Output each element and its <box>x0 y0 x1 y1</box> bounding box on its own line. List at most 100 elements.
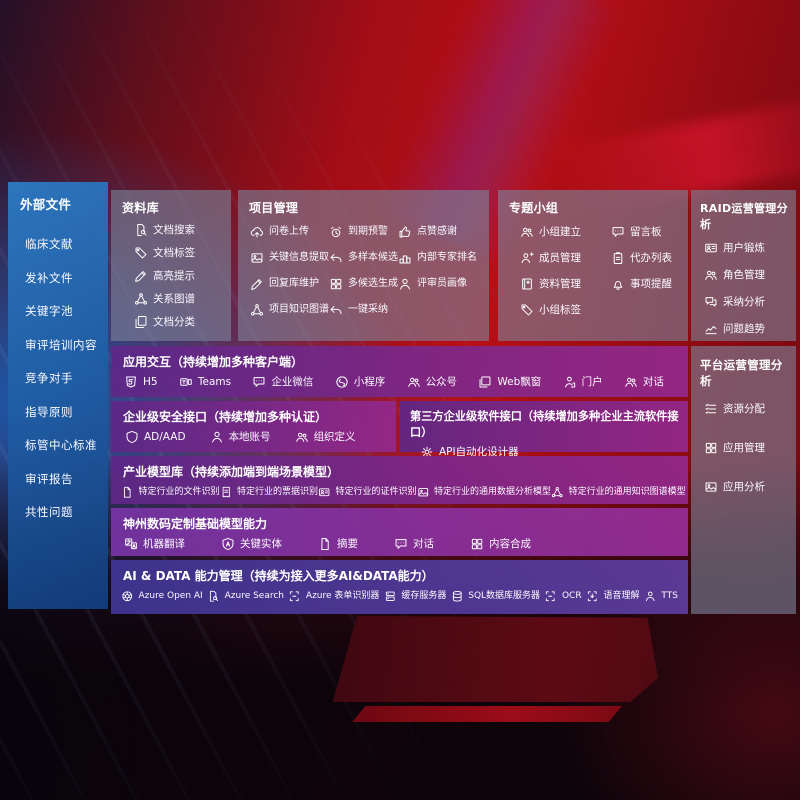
row-title: 神州数码定制基础模型能力 <box>123 517 268 531</box>
feature-label: 点赞感谢 <box>417 226 457 237</box>
feature-label: 文档标签 <box>153 246 195 259</box>
feature-item: 特定行业的通用知识图谱模型 <box>551 486 686 499</box>
feature-label: 成员管理 <box>539 251 581 264</box>
teams-icon <box>179 375 193 389</box>
feature-item: 缓存服务器 <box>384 590 446 603</box>
trend-icon <box>704 322 718 336</box>
feature-item: 高亮提示 <box>134 269 225 283</box>
network-icon <box>551 486 564 499</box>
bubble-icon <box>611 225 625 239</box>
copy-icon <box>134 315 148 329</box>
people-icon <box>520 225 534 239</box>
feature-item: Web飘窗 <box>478 375 541 389</box>
external-files-list: 临床文献 发补文件 关键字池 审评培训内容 竞争对手 指导原则 标管中心标准 审评报告 共性问题 <box>8 213 108 519</box>
feature-item: 文档搜索 <box>134 223 225 237</box>
sidebar-item: 标管中心标准 <box>25 438 102 452</box>
sidebar-item-label: 共性问题 <box>25 505 73 519</box>
receipt-icon <box>220 486 233 499</box>
feature-item: 用户锻炼 <box>704 241 792 255</box>
panel-title: 专题小组 <box>509 201 559 215</box>
image-doc-icon <box>417 486 430 499</box>
person-icon <box>398 277 412 291</box>
feature-label: 小程序 <box>353 375 386 388</box>
row-title: 第三方企业级软件接口（持续增加多种企业主流软件接口） <box>410 410 679 439</box>
feature-item: 代办列表 <box>611 251 672 265</box>
feature-item: API自动化设计器 <box>420 445 519 459</box>
feature-item: Teams <box>179 375 231 389</box>
sidebar-item-label: 审评培训内容 <box>25 337 97 352</box>
feature-item: AD/AAD <box>125 430 186 444</box>
panel-project-management: 项目管理 问卷上传 到期预警 点赞感谢 关键信息提取 多样本候选 内部专家排名 回复库维护 多… <box>238 190 489 341</box>
feature-item: 特定行业的证件识别 <box>318 486 417 499</box>
feature-item: 资源分配 <box>704 402 792 416</box>
feature-label: 文档搜索 <box>153 223 195 236</box>
translate-icon <box>124 537 138 551</box>
panel-external-files: 外部文件 临床文献 发补文件 关键字池 审评培训内容 竞争对手 指导原则 标管中心标准 审评报… <box>8 182 108 609</box>
basemodel-items: 机器翻译 关键实体 摘要 对话 内容合成 <box>111 532 688 551</box>
server-icon <box>384 590 397 603</box>
feature-label: 对话 <box>642 375 664 388</box>
feature-item: 门户 <box>563 375 603 389</box>
person-icon <box>644 590 657 603</box>
row-base-models: 神州数码定制基础模型能力 机器翻译 关键实体 摘要 对话 内容合成 <box>111 508 688 556</box>
thumbs-up-icon <box>398 225 412 239</box>
sidebar-item: 审评培训内容 <box>25 337 102 352</box>
reply-icon <box>329 251 343 265</box>
sidebar-item: 临床文献 <box>25 238 102 251</box>
feature-item: Azure Search <box>207 590 284 603</box>
feature-label: 多样本候选 <box>348 252 398 263</box>
feature-label: 小组建立 <box>539 225 581 238</box>
feature-item: 文档分类 <box>134 315 225 329</box>
feature-item: 组织定义 <box>295 430 356 444</box>
person-plus-icon <box>520 251 534 265</box>
sidebar-item-label: 指导原则 <box>25 404 73 419</box>
feature-item: 小组标签 <box>520 303 581 317</box>
feature-item: 采纳分析 <box>704 295 792 309</box>
security-items: AD/AAD 本地账号 组织定义 <box>111 425 396 444</box>
bubble-icon <box>394 537 408 551</box>
feature-item: 问题趋势 <box>704 322 792 336</box>
feature-label: 资源分配 <box>723 402 765 415</box>
panel-title: 项目管理 <box>249 201 299 215</box>
feature-label: SQL数据库服务器 <box>468 590 541 601</box>
people-icon <box>624 375 638 389</box>
sidebar-item-label: 审评报告 <box>25 471 73 486</box>
db-icon <box>451 590 464 603</box>
image-doc-icon <box>704 480 718 494</box>
feature-label: 特定行业的证件识别 <box>335 486 417 497</box>
tag-icon <box>134 246 148 260</box>
feature-label: Teams <box>197 375 232 388</box>
feature-label: 本地账号 <box>228 430 271 443</box>
industry-items: 特定行业的文件识别 特定行业的票据识别 特定行业的证件识别 特定行业的通用数据分析模型… <box>111 480 688 499</box>
feature-item: 内容合成 <box>470 537 531 551</box>
doc-icon <box>121 486 134 499</box>
grid-icon <box>470 537 484 551</box>
feature-item: 机器翻译 <box>124 537 185 551</box>
swirl-icon <box>121 590 134 603</box>
feature-label: 特定行业的票据识别 <box>237 486 319 497</box>
feature-label: 事项提醒 <box>630 277 672 290</box>
feature-label: 公众号 <box>425 375 458 388</box>
monitor-stand-bar <box>352 706 622 722</box>
feature-item: 关键信息提取 <box>250 251 329 265</box>
feature-label: 组织定义 <box>313 430 356 443</box>
row-security-interface: 企业级安全接口（持续增加多种认证） AD/AAD 本地账号 组织定义 <box>111 401 396 452</box>
sidebar-item: 共性问题 <box>25 505 102 519</box>
sidebar-item-label: 标管中心标准 <box>25 438 97 452</box>
feature-label: 关键信息提取 <box>269 252 329 263</box>
feature-item: 点赞感谢 <box>398 225 477 239</box>
book-icon <box>520 277 534 291</box>
feature-label: 内容合成 <box>489 537 531 550</box>
feature-item: 对话 <box>394 537 434 551</box>
speech-icon <box>586 590 599 603</box>
feature-item: 评审员画像 <box>398 277 477 291</box>
id-card-icon <box>704 241 718 255</box>
feature-label: 评审员画像 <box>417 278 467 289</box>
feature-item: 关键实体 <box>221 537 282 551</box>
feature-label: Azure 表单识别器 <box>305 590 380 601</box>
feature-label: H5 <box>143 375 158 388</box>
feature-label: 特定行业的通用知识图谱模型 <box>568 486 686 497</box>
feature-item: 事项提醒 <box>611 277 672 291</box>
feature-item: 项目知识图谱 <box>250 303 329 317</box>
feature-label: 对话 <box>413 537 434 550</box>
